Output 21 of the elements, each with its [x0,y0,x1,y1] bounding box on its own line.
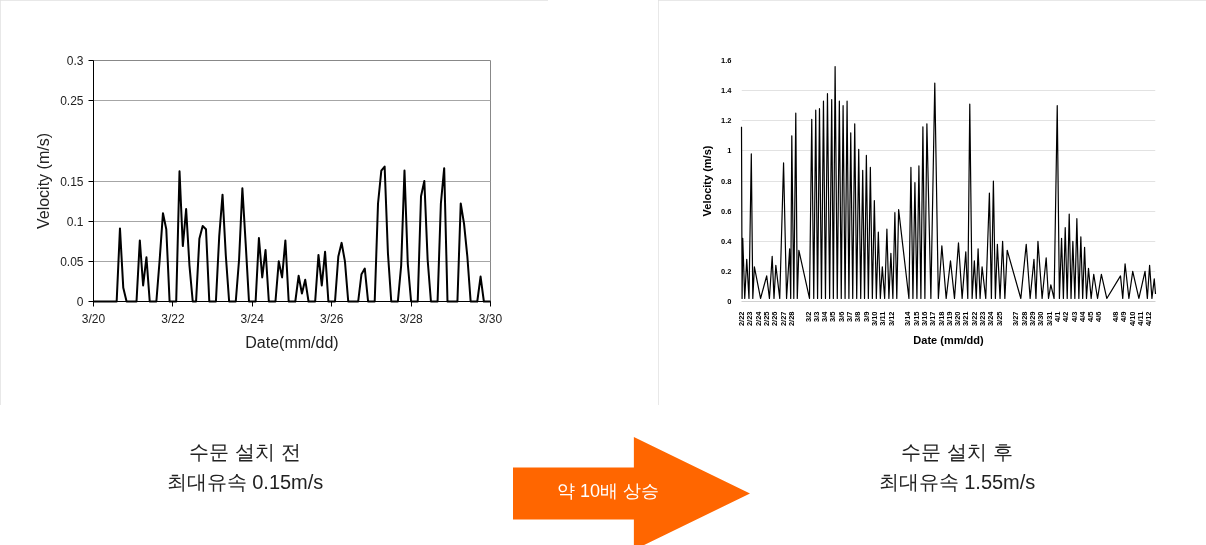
x-tick-label: 3/30 [478,311,503,326]
x-tick-label: 3/20 [81,311,106,326]
y-tick-label: 0.15 [60,174,84,189]
y-axis-title: Velocity (m/s) [35,132,53,230]
y-tick-label: 0.1 [66,214,84,229]
x-tick-label: 3/28 [399,311,424,326]
text: 약 10배 상승 [556,480,660,503]
x-axis-title: Date (mm/dd) [913,334,984,347]
text: 최대유속 0.15m/s [166,471,324,493]
y-tick-label: 0.05 [60,254,84,269]
x-tick-label: 3/24 [240,311,265,326]
text: 수문 설치 후 [901,441,1013,463]
y-tick-label: 0 [76,295,84,309]
x-tick-label: 3/22 [161,311,185,326]
y-axis-title: Velocity (m/s) [701,145,714,217]
y-tick-label: 0.3 [66,54,84,68]
text: 최대유속 1.55m/s [878,471,1036,493]
y-tick-label: 0.25 [60,94,84,109]
text: 수문 설치 전 [189,441,301,463]
x-axis-title: Date(mm/dd) [245,333,339,351]
x-tick-label: 3/26 [320,311,344,326]
